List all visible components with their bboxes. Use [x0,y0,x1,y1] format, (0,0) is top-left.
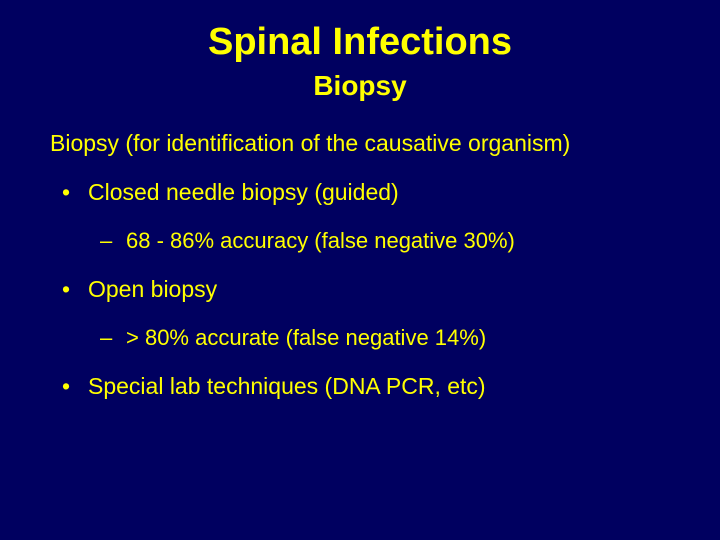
bullet-list: Closed needle biopsy (guided) 68 - 86% a… [50,179,670,400]
list-item: Special lab techniques (DNA PCR, etc) [50,373,670,400]
sub-list-item: > 80% accurate (false negative 14%) [88,325,670,351]
bullet-text: Special lab techniques (DNA PCR, etc) [88,373,486,399]
sub-list: 68 - 86% accuracy (false negative 30%) [88,228,670,254]
sub-list-item: 68 - 86% accuracy (false negative 30%) [88,228,670,254]
sub-list: > 80% accurate (false negative 14%) [88,325,670,351]
list-item: Closed needle biopsy (guided) 68 - 86% a… [50,179,670,254]
slide-title: Spinal Infections [50,22,670,64]
sub-bullet-text: > 80% accurate (false negative 14%) [126,325,486,350]
list-item: Open biopsy > 80% accurate (false negati… [50,276,670,351]
slide-subtitle: Biopsy [50,70,670,102]
bullet-text: Open biopsy [88,276,217,302]
bullet-text: Closed needle biopsy (guided) [88,179,399,205]
slide: Spinal Infections Biopsy Biopsy (for ide… [0,0,720,540]
intro-text: Biopsy (for identification of the causat… [50,130,670,157]
sub-bullet-text: 68 - 86% accuracy (false negative 30%) [126,228,515,253]
